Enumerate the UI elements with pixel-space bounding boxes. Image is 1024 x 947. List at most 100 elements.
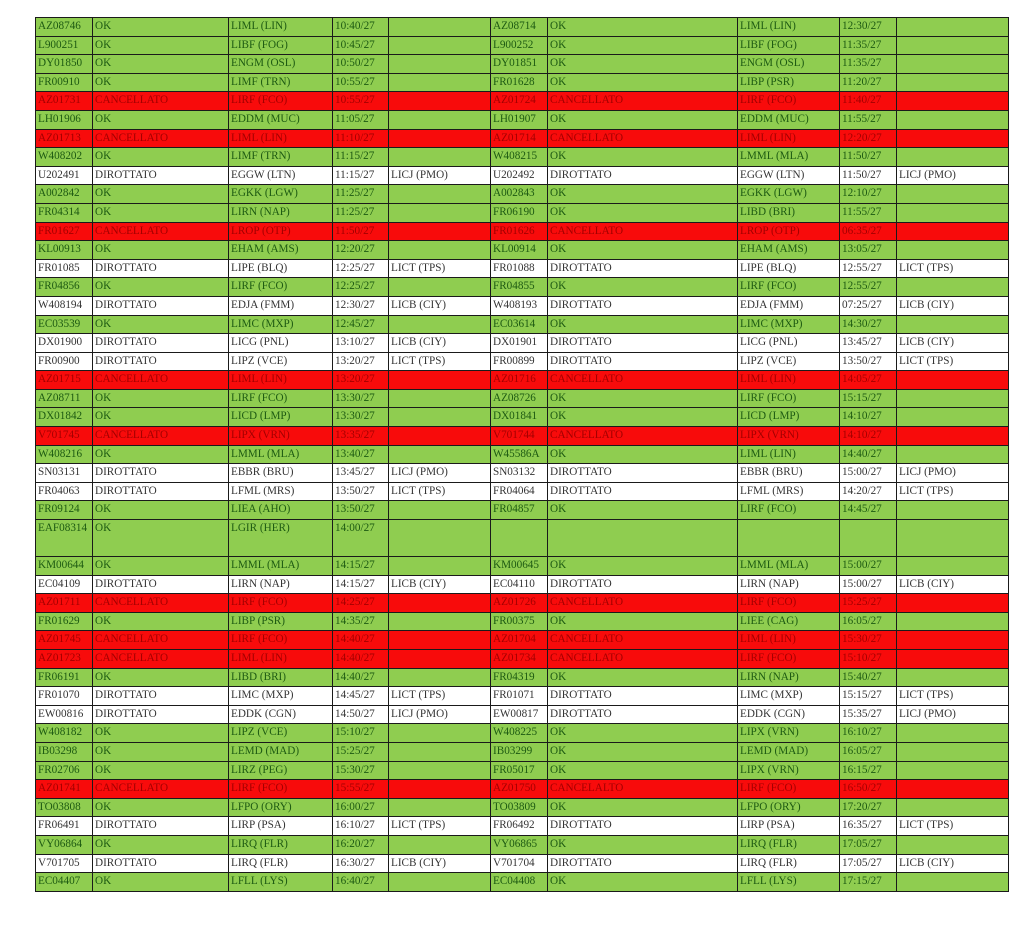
right-time-cell: 15:15/27 [839,388,897,409]
left-flight-number-cell: V701745 [35,426,93,446]
left-airport-cell: LROP (OTP) [228,221,333,242]
left-status-cell: OK [92,184,229,204]
right-time-cell: 16:15/27 [839,760,897,781]
left-time-cell: 15:10/27 [332,723,389,743]
right-status-cell: DIROTTATO [547,463,738,483]
left-time-cell: 15:30/27 [332,760,389,781]
right-airport-cell: LIRF (FCO) [737,593,840,613]
right-status-cell: CANCELALTO [547,779,738,799]
left-flight-number-cell: IB03298 [35,741,93,762]
left-time-cell: 10:50/27 [332,54,389,74]
right-status-cell: DIROTTATO [547,295,738,316]
left-status-cell: DIROTTATO [92,481,229,502]
left-diverted-to-cell [388,147,491,167]
right-airport-cell: LIBF (FOG) [737,35,840,56]
left-airport-cell: LIMC (MXP) [228,314,333,335]
right-diverted-to-cell [896,593,1009,613]
right-status-cell: DIROTTATO [547,686,738,706]
left-flight-number-cell: W408194 [35,295,93,316]
left-status-cell: OK [92,54,229,74]
left-flight-number-cell: SN03131 [35,463,93,483]
right-status-cell: CANCELLATO [547,221,738,242]
left-time-cell: 14:35/27 [332,611,389,632]
right-status-cell: CANCELLATO [547,426,738,446]
right-flight-number-cell: FR01626 [490,221,548,242]
table-row: EW00816 DIROTTATO EDDK (CGN) 14:50/27 LICJ (… [35,704,1009,725]
right-flight-number-cell: FR04857 [490,500,548,521]
left-time-cell: 11:50/27 [332,221,389,242]
right-diverted-to-cell [896,797,1009,818]
left-status-cell: OK [92,277,229,297]
left-airport-cell: LMML (MLA) [228,556,333,576]
left-diverted-to-cell: LICB (CIY) [388,295,491,316]
left-flight-number-cell: AZ08746 [35,17,93,37]
left-status-cell: CANCELLATO [92,128,229,149]
table-row: V701745 CANCELLATO LIPX (VRN) 13:35/27 V7017… [35,426,1009,446]
right-airport-cell: LIPE (BLQ) [737,258,840,279]
right-status-cell: CANCELLATO [547,91,738,111]
left-status-cell: OK [92,444,229,465]
right-flight-number-cell: U202492 [490,165,548,186]
left-airport-cell: LIML (LIN) [228,17,333,37]
left-airport-cell: LIRN (NAP) [228,202,333,223]
left-diverted-to-cell [388,221,491,242]
left-airport-cell: LIPZ (VCE) [228,351,333,372]
left-diverted-to-cell: LICT (TPS) [388,351,491,372]
left-status-cell: OK [92,519,229,558]
right-diverted-to-cell [896,17,1009,37]
right-airport-cell: LIRF (FCO) [737,277,840,297]
table-row: L900251 OK LIBF (FOG) 10:45/27 L900252 OK LIBF… [35,35,1009,56]
right-airport-cell: LIRP (PSA) [737,816,840,836]
right-status-cell: OK [547,184,738,204]
right-airport-cell: LIRQ (FLR) [737,834,840,855]
right-airport-cell: LFLL (LYS) [737,872,840,892]
left-diverted-to-cell [388,519,491,558]
left-flight-number-cell: FR00900 [35,351,93,372]
left-status-cell: DIROTTATO [92,165,229,186]
table-row: FR04314 OK LIRN (NAP) 11:25/27 FR06190 OK LIBD… [35,202,1009,223]
left-status-cell: CANCELLATO [92,593,229,613]
right-time-cell: 15:10/27 [839,649,897,669]
right-diverted-to-cell [896,314,1009,335]
left-time-cell: 15:55/27 [332,779,389,799]
left-diverted-to-cell [388,128,491,149]
right-flight-number-cell: AZ01704 [490,630,548,650]
right-flight-number-cell: AZ08714 [490,17,548,37]
right-airport-cell [737,519,840,558]
table-row: EC04109 DIROTTATO LIRN (NAP) 14:15/27 LICB (… [35,574,1009,595]
left-flight-number-cell: W408202 [35,147,93,167]
table-row: FR01627 CANCELLATO LROP (OTP) 11:50/27 FR016… [35,221,1009,242]
right-time-cell: 14:10/27 [839,407,897,428]
right-time-cell: 13:50/27 [839,351,897,372]
right-status-cell: OK [547,35,738,56]
right-flight-number-cell: AZ01724 [490,91,548,111]
left-flight-number-cell: KM00644 [35,556,93,576]
flights-table: AZ08746 OK LIML (LIN) 10:40/27 AZ08714 OK LIML… [35,17,1009,892]
left-diverted-to-cell [388,444,491,465]
right-status-cell: OK [547,834,738,855]
right-time-cell: 15:00/27 [839,574,897,595]
left-time-cell: 13:30/27 [332,388,389,409]
right-diverted-to-cell [896,240,1009,260]
left-diverted-to-cell [388,723,491,743]
left-status-cell: OK [92,760,229,781]
table-row: EC04407 OK LFLL (LYS) 16:40/27 EC04408 OK LFLL… [35,872,1009,892]
left-status-cell: DIROTTATO [92,351,229,372]
left-time-cell: 14:15/27 [332,556,389,576]
right-diverted-to-cell [896,128,1009,149]
left-diverted-to-cell: LICJ (PMO) [388,165,491,186]
left-flight-number-cell: FR01085 [35,258,93,279]
right-airport-cell: EHAM (AMS) [737,240,840,260]
left-diverted-to-cell [388,779,491,799]
left-time-cell: 13:10/27 [332,333,389,353]
left-airport-cell: LIRF (FCO) [228,91,333,111]
left-airport-cell: LIRZ (PEG) [228,760,333,781]
left-status-cell: OK [92,314,229,335]
left-flight-number-cell: KL00913 [35,240,93,260]
left-airport-cell: LIRF (FCO) [228,630,333,650]
right-airport-cell: LIML (LIN) [737,444,840,465]
left-time-cell: 12:25/27 [332,277,389,297]
left-airport-cell: LGIR (HER) [228,519,333,558]
right-time-cell: 06:35/27 [839,221,897,242]
left-airport-cell: LIEA (AHO) [228,500,333,521]
